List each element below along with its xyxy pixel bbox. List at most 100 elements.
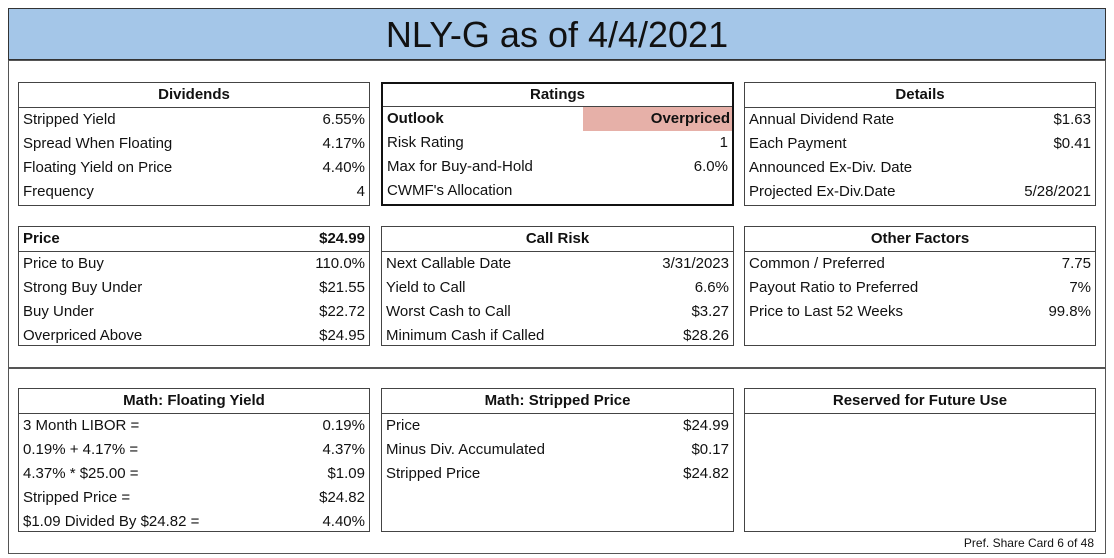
- panel: Ratings Outlook Overpriced Risk Rating 1 Max …: [381, 82, 734, 206]
- row: CWMF's Allocation: [383, 179, 732, 203]
- header-text: Dividends: [158, 86, 230, 103]
- panel-header: Call Risk: [382, 227, 733, 252]
- row: Price to Buy 110.0%: [19, 252, 369, 276]
- row: Stripped Yield 6.55%: [19, 108, 369, 132]
- row-value: 4.37%: [322, 441, 365, 458]
- header-text: Reserved for Future Use: [832, 392, 1008, 409]
- row-label: Outlook: [387, 110, 444, 127]
- row: Floating Yield on Price 4.40%: [19, 156, 369, 180]
- row: 4.37% * $25.00 = $1.09: [19, 462, 369, 486]
- row-label: Spread When Floating: [23, 135, 173, 152]
- row-label: Price to Buy: [23, 255, 104, 272]
- row-label: Annual Dividend Rate: [749, 111, 895, 128]
- header-text: Price: [23, 230, 60, 247]
- row-value: 3/31/2023: [662, 255, 729, 272]
- row-value: 4.40%: [322, 513, 365, 530]
- row-label: Price: [386, 417, 421, 434]
- header-text: Call Risk: [525, 230, 590, 247]
- row-value: $0.41: [1053, 135, 1091, 152]
- section-frame: [8, 368, 1106, 554]
- row-value: $21.55: [319, 279, 365, 296]
- row: Common / Preferred 7.75: [745, 252, 1095, 276]
- row-label: CWMF's Allocation: [387, 182, 513, 199]
- header-text: Math: Floating Yield: [123, 392, 265, 409]
- panel: Other Factors Common / Preferred 7.75 Payou…: [744, 226, 1096, 346]
- row: Annual Dividend Rate $1.63: [745, 108, 1095, 132]
- row-label: Each Payment: [749, 135, 847, 152]
- row: Each Payment $0.41: [745, 132, 1095, 156]
- row-label: Stripped Yield: [23, 111, 116, 128]
- row-label: Buy Under: [23, 303, 94, 320]
- row-value: 6.55%: [322, 111, 365, 128]
- row: Next Callable Date 3/31/2023: [382, 252, 733, 276]
- panel: Math: Stripped Price Price $24.99 Minus Div…: [381, 388, 734, 532]
- row: Spread When Floating 4.17%: [19, 132, 369, 156]
- panel: Details Annual Dividend Rate $1.63 Each Pay…: [744, 82, 1096, 206]
- row-value: 7%: [1069, 279, 1091, 296]
- panel-header: Dividends: [19, 83, 369, 108]
- footer: Pref. Share Card 6 of 48: [963, 536, 1094, 550]
- row-label: Strong Buy Under: [23, 279, 143, 296]
- panel: Reserved for Future Use: [744, 388, 1096, 532]
- row-label: Floating Yield on Price: [23, 159, 173, 176]
- row-value: Overpriced: [583, 107, 732, 131]
- row: Price $24.99: [382, 414, 733, 438]
- row-label: Next Callable Date: [386, 255, 512, 272]
- row-label: Stripped Price =: [23, 489, 131, 506]
- row-value: $24.99: [683, 417, 729, 434]
- row-value: $24.82: [683, 465, 729, 482]
- header-value: $24.99: [319, 230, 365, 247]
- header-text: Other Factors: [870, 230, 970, 247]
- row-label: Risk Rating: [387, 134, 464, 151]
- row-label: Frequency: [23, 183, 94, 200]
- row-label: Overpriced Above: [23, 327, 143, 344]
- panel: Dividends Stripped Yield 6.55% Spread When …: [18, 82, 370, 206]
- panel: Price $24.99 Price to Buy 110.0% Strong Buy …: [18, 226, 370, 346]
- row: Max for Buy-and-Hold 6.0%: [383, 155, 732, 179]
- header-text: Details: [895, 86, 945, 103]
- row-value: 4.40%: [322, 159, 365, 176]
- row-value: 0.19%: [322, 417, 365, 434]
- row-label: Payout Ratio to Preferred: [749, 279, 919, 296]
- row: Worst Cash to Call $3.27: [382, 300, 733, 324]
- row-value: $24.82: [319, 489, 365, 506]
- row-label: Worst Cash to Call: [386, 303, 511, 320]
- row-label: 4.37% * $25.00 =: [23, 465, 139, 482]
- panel-header: Details: [745, 83, 1095, 108]
- title: NLY-G as of 4/4/2021: [8, 8, 1106, 60]
- row: Overpriced Above $24.95: [19, 324, 369, 348]
- row-value: $1.09: [327, 465, 365, 482]
- row-label: Minimum Cash if Called: [386, 327, 545, 344]
- row-label: Max for Buy-and-Hold: [387, 158, 533, 175]
- row-label: Announced Ex-Div. Date: [749, 159, 913, 176]
- row: Price to Last 52 Weeks 99.8%: [745, 300, 1095, 324]
- row-value: $1.63: [1053, 111, 1091, 128]
- row-value: 1: [719, 134, 728, 151]
- row: Risk Rating 1: [383, 131, 732, 155]
- panel-header: Price $24.99: [19, 227, 369, 252]
- row-value: $28.26: [683, 327, 729, 344]
- row-value: $24.95: [319, 327, 365, 344]
- row-value: $3.27: [691, 303, 729, 320]
- row: Minimum Cash if Called $28.26: [382, 324, 733, 348]
- row-value: 5/28/2021: [1024, 183, 1091, 200]
- row-label: 3 Month LIBOR =: [23, 417, 140, 434]
- panel-header: Other Factors: [745, 227, 1095, 252]
- row-label: Common / Preferred: [749, 255, 885, 272]
- row-label: $1.09 Divided By $24.82 =: [23, 513, 200, 530]
- panel: Call Risk Next Callable Date 3/31/2023 Yiel…: [381, 226, 734, 346]
- row: 3 Month LIBOR = 0.19%: [19, 414, 369, 438]
- panel-header: Ratings: [383, 84, 732, 107]
- header-text: Math: Stripped Price: [484, 392, 631, 409]
- row: $1.09 Divided By $24.82 = 4.40%: [19, 510, 369, 534]
- row: Announced Ex-Div. Date: [745, 156, 1095, 180]
- row-value: 6.0%: [693, 158, 728, 175]
- row-value: 110.0%: [315, 255, 365, 272]
- row-value: $0.17: [691, 441, 729, 458]
- row-value: 4: [356, 183, 365, 200]
- row: Stripped Price = $24.82: [19, 486, 369, 510]
- row-value: $22.72: [319, 303, 365, 320]
- row: 0.19% + 4.17% = 4.37%: [19, 438, 369, 462]
- row-label: Price to Last 52 Weeks: [749, 303, 903, 320]
- row-label: Projected Ex-Div.Date: [749, 183, 896, 200]
